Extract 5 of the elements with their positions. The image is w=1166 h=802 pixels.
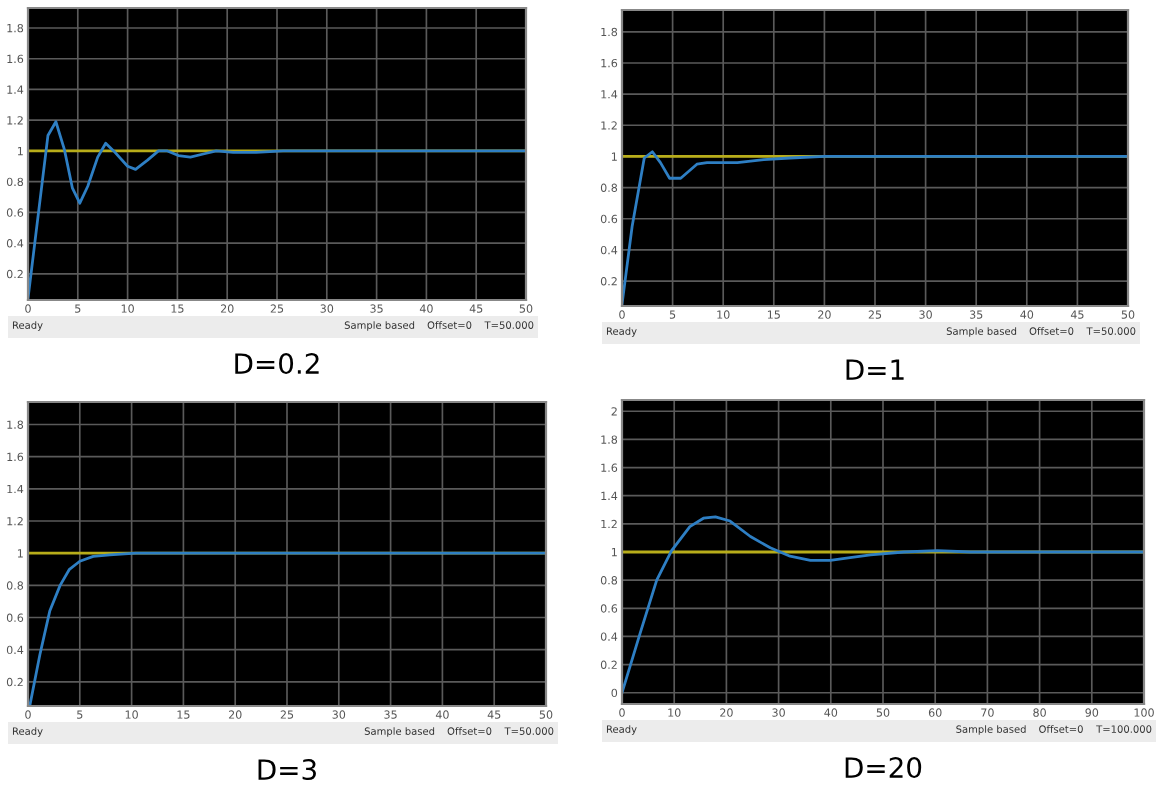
text: D=3	[258, 759, 316, 781]
text: D=1	[846, 359, 904, 380]
text: D=20	[845, 757, 922, 779]
text: D=0.2	[235, 353, 319, 375]
line-series	[622, 515, 1144, 695]
